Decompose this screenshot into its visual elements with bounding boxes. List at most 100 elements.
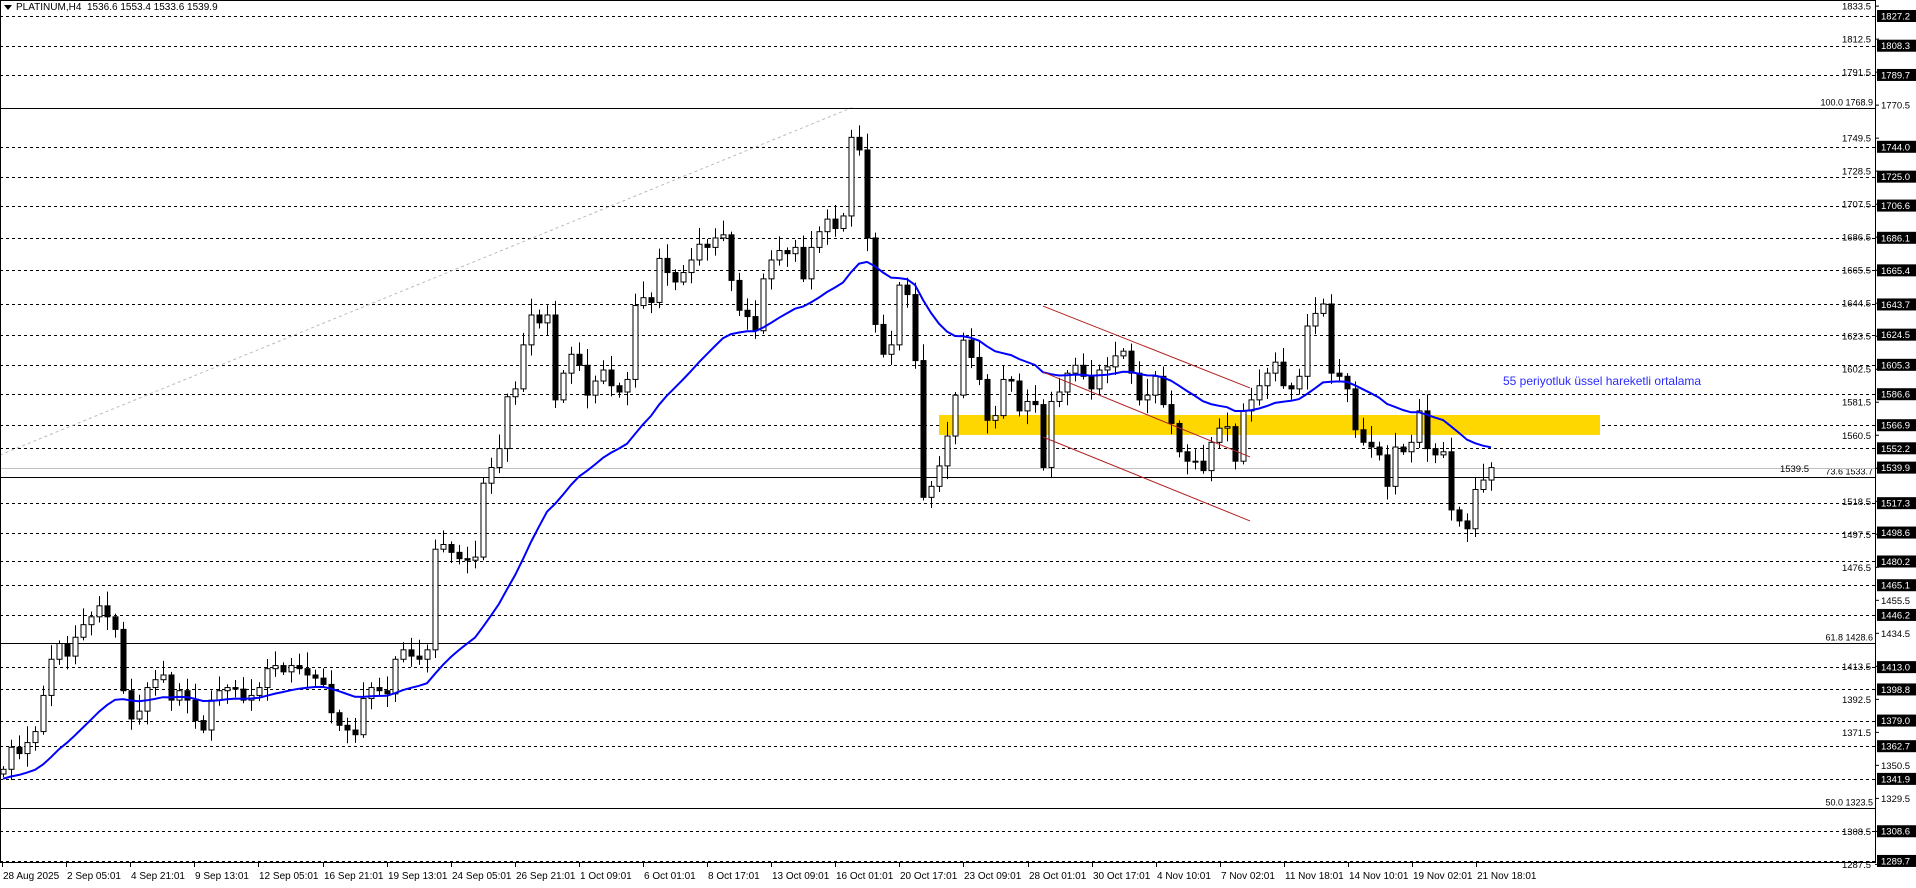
candle bbox=[528, 298, 535, 356]
candle-body bbox=[856, 136, 863, 151]
candle bbox=[832, 204, 839, 237]
candle bbox=[0, 766, 7, 778]
candle-body bbox=[328, 683, 335, 714]
fibonacci-level-label: 100.0 1768.9 bbox=[1820, 98, 1873, 108]
candle-body bbox=[944, 435, 951, 467]
candle bbox=[488, 457, 495, 494]
level-price-label-box bbox=[1877, 68, 1916, 81]
candle bbox=[1072, 357, 1079, 382]
level-price-label-box bbox=[1877, 298, 1916, 311]
candle bbox=[504, 393, 511, 462]
candle-body bbox=[768, 259, 775, 280]
candle bbox=[984, 374, 991, 434]
y-tick-label: 1350.5 bbox=[1881, 761, 1910, 772]
candle-body bbox=[1472, 488, 1479, 530]
fibonacci-level-label: 73.6 1533.7 bbox=[1825, 467, 1873, 477]
candle-body bbox=[1072, 364, 1079, 374]
candle bbox=[1024, 389, 1031, 425]
candle-body bbox=[1272, 361, 1279, 374]
candle bbox=[480, 477, 487, 561]
candle-body bbox=[976, 356, 983, 380]
candle bbox=[336, 709, 343, 731]
candle-body bbox=[304, 668, 311, 676]
candle bbox=[128, 678, 135, 730]
candle-body bbox=[896, 284, 903, 346]
fibonacci-level-label: 61.8 1428.6 bbox=[1825, 633, 1873, 643]
x-tick-label: 16 Oct 01:01 bbox=[836, 871, 894, 882]
y-tick-label: 1770.5 bbox=[1881, 101, 1910, 112]
candle bbox=[432, 539, 439, 659]
candle-body bbox=[1376, 446, 1383, 456]
dropdown-triangle-icon[interactable] bbox=[4, 4, 12, 10]
candle-body bbox=[880, 323, 887, 355]
candle bbox=[936, 456, 943, 493]
candle-body bbox=[1328, 303, 1335, 374]
x-tick-label: 19 Nov 02:01 bbox=[1413, 871, 1473, 882]
candle-body bbox=[1016, 380, 1023, 412]
candle bbox=[768, 250, 775, 290]
candle-body bbox=[488, 466, 495, 484]
candle-body bbox=[288, 665, 295, 673]
candle-body bbox=[456, 551, 463, 560]
candle-body bbox=[344, 724, 351, 731]
candle bbox=[384, 676, 391, 708]
y-tick-label: 1308.5 bbox=[1842, 827, 1871, 838]
level-price-label: 1517.3 bbox=[1881, 499, 1910, 510]
candle bbox=[808, 231, 815, 290]
candle bbox=[296, 653, 303, 675]
candle bbox=[136, 694, 143, 725]
candle-body bbox=[960, 339, 967, 396]
candle bbox=[408, 637, 415, 667]
candle-body bbox=[1320, 303, 1327, 314]
candle-body bbox=[1312, 312, 1319, 327]
x-tick-label: 28 Oct 01:01 bbox=[1029, 871, 1087, 882]
y-tick-label: 1539.5 bbox=[1780, 464, 1809, 475]
candle-body bbox=[384, 690, 391, 695]
candle-body bbox=[952, 394, 959, 437]
candle bbox=[928, 480, 935, 509]
candle bbox=[224, 684, 231, 704]
candle-body bbox=[56, 643, 63, 660]
candle-body bbox=[728, 234, 735, 281]
level-price-label: 1498.6 bbox=[1881, 528, 1910, 539]
candle-body bbox=[1104, 366, 1111, 371]
candle-body bbox=[152, 679, 159, 689]
x-tick-label: 4 Sep 21:01 bbox=[131, 871, 185, 882]
candle bbox=[1328, 294, 1335, 384]
level-price-label-box bbox=[1877, 39, 1916, 52]
candle bbox=[536, 309, 543, 329]
level-price-label: 1379.0 bbox=[1881, 716, 1910, 727]
chart-header: PLATINUM,H4 1536.6 1553.4 1533.6 1539.9 bbox=[4, 2, 218, 13]
candle-body bbox=[656, 257, 663, 303]
candle-body bbox=[536, 314, 543, 324]
x-tick-label: 28 Aug 2025 bbox=[3, 871, 60, 882]
candle bbox=[824, 209, 831, 245]
level-price-label-box bbox=[1877, 608, 1916, 621]
candle bbox=[1392, 432, 1399, 495]
candles bbox=[0, 125, 1495, 780]
level-price-label-box bbox=[1877, 140, 1916, 153]
candle bbox=[680, 265, 687, 286]
candle bbox=[1472, 477, 1479, 537]
candle-body bbox=[1416, 410, 1423, 443]
y-tick-label: 1371.5 bbox=[1842, 728, 1871, 739]
candle bbox=[864, 133, 871, 252]
candle bbox=[624, 371, 631, 406]
candle-body bbox=[736, 279, 743, 311]
candle bbox=[248, 679, 255, 711]
candle bbox=[952, 392, 959, 445]
candle bbox=[944, 421, 951, 480]
candle-body bbox=[1024, 400, 1031, 412]
candle-body bbox=[720, 234, 727, 239]
y-tick-label: 1518.5 bbox=[1842, 497, 1871, 508]
candle bbox=[344, 717, 351, 744]
level-price-label: 1566.9 bbox=[1881, 421, 1910, 432]
level-price-label-box bbox=[1877, 388, 1916, 401]
candle bbox=[176, 683, 183, 706]
y-tick-label: 1728.5 bbox=[1842, 167, 1871, 178]
x-tick-label: 8 Oct 17:01 bbox=[708, 871, 760, 882]
candle-body bbox=[184, 690, 191, 701]
candle bbox=[712, 228, 719, 256]
candle-body bbox=[560, 372, 567, 401]
